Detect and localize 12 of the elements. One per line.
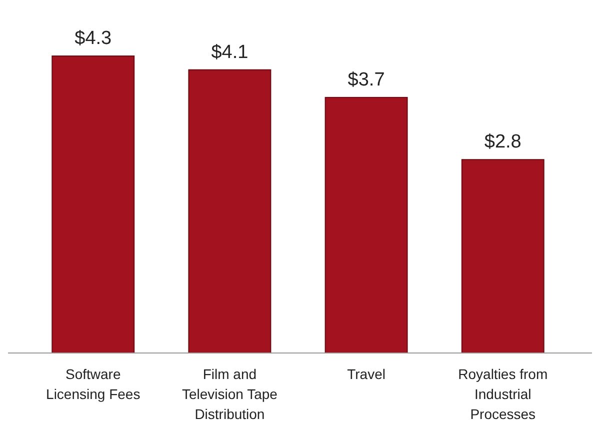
data-label: $4.3 [74, 28, 112, 49]
data-label: $3.7 [348, 69, 385, 90]
x-tick-label: Travel [347, 366, 386, 382]
data-label: $4.1 [211, 42, 248, 63]
bar [52, 56, 135, 354]
x-tick-label: Film and Television Tape Distribution [182, 366, 278, 422]
bar [324, 96, 408, 354]
x-tick-label: Software Licensing Fees [46, 366, 140, 402]
x-tick-label: Royalties from Industrial Processes [458, 366, 548, 422]
bar [188, 69, 272, 354]
data-label: $2.8 [484, 132, 522, 153]
bar [461, 159, 544, 354]
